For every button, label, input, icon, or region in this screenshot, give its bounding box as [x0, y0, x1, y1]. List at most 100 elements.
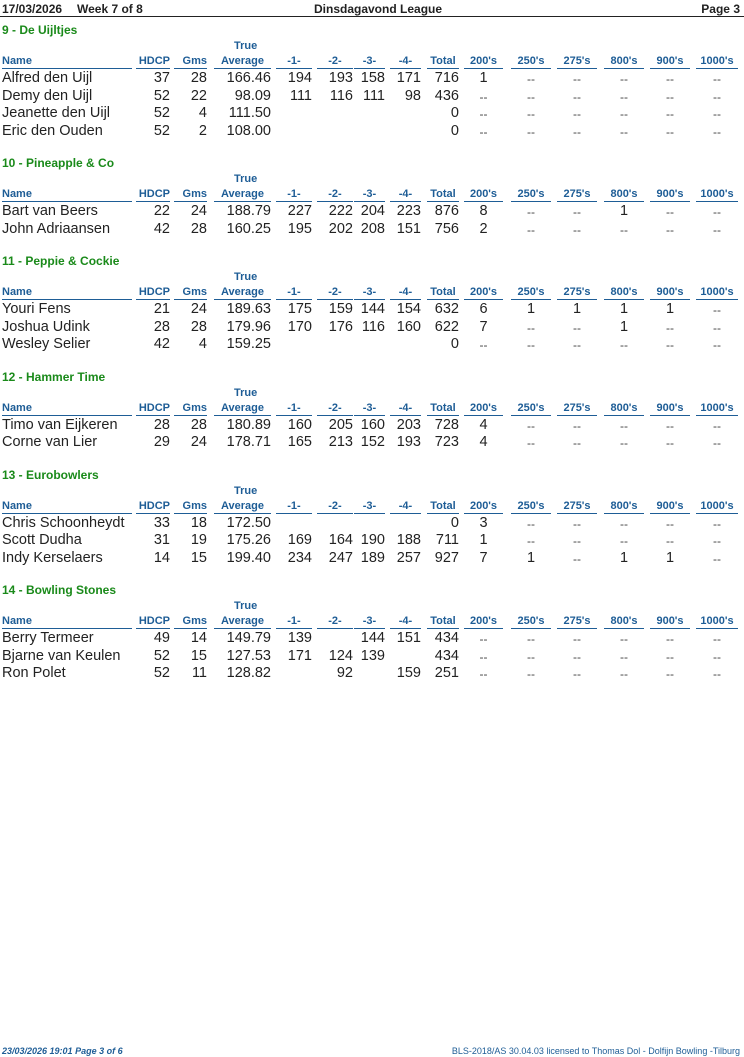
- cell-c200: 4: [479, 434, 488, 450]
- column-header-c900: 900's: [650, 402, 690, 416]
- cell-c275: --: [573, 534, 581, 548]
- cell-c900: --: [666, 338, 674, 352]
- cell-c900: --: [666, 107, 674, 121]
- column-header-total: Total: [427, 286, 459, 300]
- column-header-g3: -3-: [354, 402, 385, 416]
- cell-average: 127.53: [226, 647, 271, 664]
- column-header-c800: 800's: [604, 500, 644, 514]
- cell-total: 0: [450, 514, 459, 531]
- cell-average: 188.79: [226, 203, 271, 219]
- section-gap: [0, 354, 744, 367]
- cell-c200: 2: [479, 220, 488, 237]
- cell-average: 172.50: [226, 514, 271, 531]
- cell-gms: 11: [191, 665, 207, 681]
- cell-total: 716: [434, 70, 459, 86]
- section-gap: [0, 140, 744, 153]
- team-section: 11 - Peppie & Cockie True Name HDCP Gms Avera…: [0, 251, 744, 367]
- cell-name: Ron Polet: [2, 665, 66, 681]
- cell-c250: --: [527, 649, 535, 664]
- column-header-c800: 800's: [604, 188, 644, 202]
- cell-g4: 257: [396, 549, 421, 566]
- column-header-g3: -3-: [354, 500, 385, 514]
- cell-hdcp: 49: [153, 630, 170, 646]
- cell-c200: 7: [479, 318, 488, 335]
- column-header-hdcp: HDCP: [136, 286, 170, 300]
- cell-average: 160.25: [226, 220, 271, 237]
- team-section: 12 - Hammer Time True Name HDCP Gms Average -1…: [0, 367, 744, 465]
- column-header-c250: 250's: [511, 188, 551, 202]
- cell-c1000: --: [713, 107, 721, 121]
- column-header-c275: 275's: [557, 286, 597, 300]
- cell-gms: 14: [190, 630, 207, 646]
- cell-g2: 116: [329, 87, 353, 104]
- team-name: 12 - Hammer Time: [2, 369, 106, 384]
- column-header-total: Total: [427, 615, 459, 629]
- cell-gms: 28: [190, 220, 207, 237]
- player-row: Scott Dudha 31 19 175.26 169 164 190 188 711 1 -- -…: [0, 532, 744, 550]
- column-header-gms: Gms: [174, 188, 207, 202]
- cell-c800: 1: [619, 318, 629, 335]
- player-row: Timo van Eijkeren 28 28 180.89 160 205 160 203 7…: [0, 417, 744, 435]
- cell-c200: --: [479, 89, 488, 104]
- cell-gms: 28: [190, 416, 207, 433]
- cell-c275: --: [573, 649, 581, 664]
- cell-g4: 159: [396, 665, 421, 681]
- column-header-total: Total: [427, 402, 459, 416]
- cell-total: 728: [434, 416, 459, 433]
- cell-g4: 160: [396, 318, 421, 335]
- cell-average: 111.50: [228, 105, 271, 121]
- cell-c200: --: [479, 649, 488, 664]
- cell-name: Youri Fens: [2, 301, 71, 317]
- cell-total: 0: [450, 122, 459, 139]
- cell-c200: 1: [479, 532, 488, 548]
- cell-c800: --: [620, 338, 628, 352]
- player-row: Berry Termeer 49 14 149.79 139 144 151 434 -- -- -…: [0, 630, 744, 648]
- cell-c250: --: [527, 516, 535, 531]
- cell-c900: --: [666, 632, 674, 646]
- cell-name: Eric den Ouden: [2, 122, 103, 139]
- cell-c800: --: [620, 222, 628, 237]
- cell-c900: --: [666, 418, 674, 433]
- column-header-c800: 800's: [604, 402, 644, 416]
- player-row: John Adriaansen 42 28 160.25 195 202 208 151 756…: [0, 221, 744, 239]
- cell-g2: 222: [328, 203, 353, 219]
- cell-name: Demy den Uijl: [2, 87, 93, 104]
- player-row: Ron Polet 52 11 128.82 92 159 251 -- -- -- -- -- --: [0, 665, 744, 683]
- cell-c275: --: [573, 222, 581, 237]
- cell-c800: --: [620, 72, 628, 86]
- column-header-g1: -1-: [276, 615, 312, 629]
- cell-c250: --: [527, 418, 535, 433]
- cell-c250: --: [527, 107, 535, 121]
- cell-hdcp: 28: [153, 416, 170, 433]
- cell-c800: --: [620, 632, 628, 646]
- player-row: Indy Kerselaers 14 15 199.40 234 247 189 257 927…: [0, 550, 744, 568]
- cell-c1000: --: [713, 418, 721, 433]
- column-header-g2: -2-: [317, 402, 353, 416]
- cell-c250: 1: [526, 549, 536, 566]
- column-header-c900: 900's: [650, 615, 690, 629]
- cell-c800: --: [620, 534, 628, 548]
- player-row: Bart van Beers 22 24 188.79 227 222 204 223 876 8…: [0, 203, 744, 221]
- column-header-c900: 900's: [650, 500, 690, 514]
- column-header-total: Total: [427, 55, 459, 69]
- column-header-c900: 900's: [650, 55, 690, 69]
- true-label: True: [234, 600, 258, 612]
- cell-c1000: --: [713, 516, 721, 531]
- column-header-c250: 250's: [511, 500, 551, 514]
- cell-g2: 124: [328, 647, 353, 664]
- column-header-c200: 200's: [464, 615, 503, 629]
- cell-c1000: --: [713, 72, 721, 86]
- cell-c275: --: [573, 551, 581, 566]
- cell-average: 159.25: [226, 336, 271, 352]
- license-note: BLS-2018/AS 30.04.03 licensed to Thomas …: [451, 1046, 740, 1056]
- cell-total: 0: [450, 336, 459, 352]
- cell-g1: 175: [287, 301, 312, 317]
- cell-c900: --: [666, 667, 674, 681]
- cell-c900: --: [666, 534, 674, 548]
- team-name: 11 - Peppie & Cockie: [2, 254, 120, 268]
- cell-g4: 203: [396, 416, 421, 433]
- cell-name: Jeanette den Uijl: [2, 105, 111, 121]
- cell-c1000: --: [713, 534, 721, 548]
- column-header-g4: -4-: [390, 500, 421, 514]
- cell-c1000: --: [713, 89, 721, 104]
